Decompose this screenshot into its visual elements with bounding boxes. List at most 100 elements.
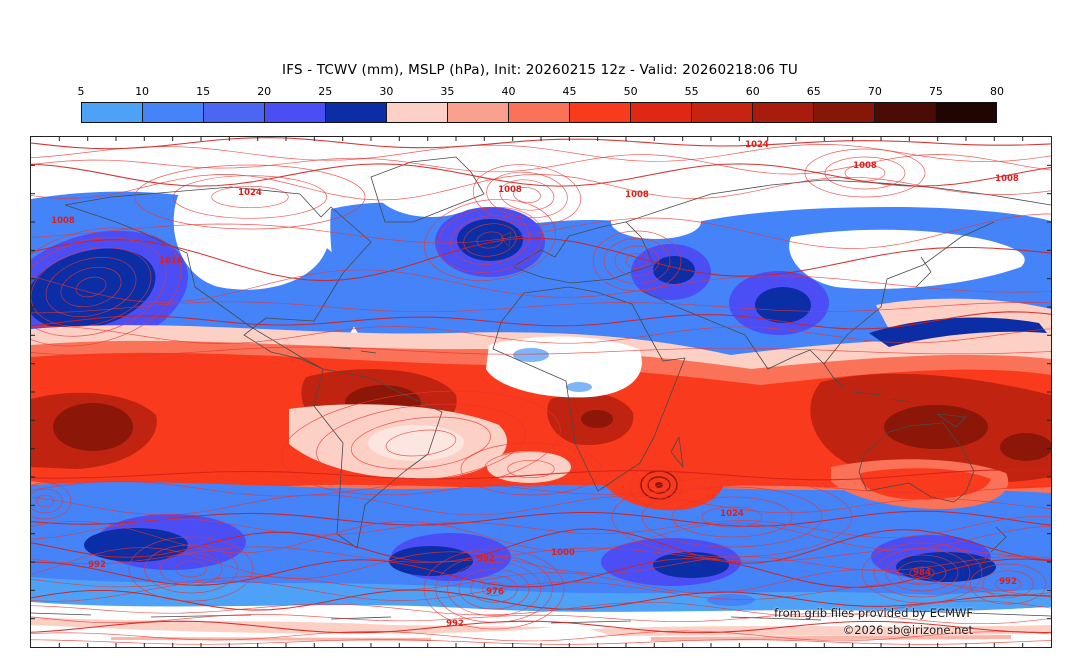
pressure-label: 992: [88, 560, 106, 570]
mslp-isobar: [31, 494, 1051, 516]
mslp-isobar: [31, 546, 1051, 565]
mslp-isobar: [31, 269, 1051, 303]
mslp-isobar-closed: [35, 494, 55, 508]
mslp-isobar-closed: [128, 536, 254, 602]
mslp-isobar-closed: [909, 566, 935, 580]
mslp-isobars: [31, 137, 1051, 645]
mslp-isobar-closed: [281, 390, 561, 496]
colorbar-tick: 35: [440, 85, 455, 98]
mslp-isobar-closed: [969, 563, 1047, 605]
mslp-isobar-closed: [45, 257, 137, 317]
colorbar-tick: 60: [745, 85, 760, 98]
mslp-isobar: [31, 620, 1051, 634]
colorbar-segment: [448, 103, 509, 122]
mslp-isobar-closed: [31, 488, 63, 514]
mslp-isobar: [31, 213, 1051, 249]
mslp-isobar-closed: [470, 575, 518, 603]
colorbar-tick: 65: [806, 85, 821, 98]
mslp-isobar-closed: [472, 164, 582, 226]
attribution-source: from grib files provided by ECMWF: [774, 606, 973, 620]
pressure-label: 976: [486, 587, 504, 597]
mslp-isobar-closed: [60, 266, 122, 308]
mslp-isobar-closed: [437, 207, 543, 273]
mslp-isobar: [31, 510, 1051, 527]
mslp-isobar-closed: [31, 482, 72, 520]
mslp-isobar-closed: [638, 472, 674, 500]
pressure-label: 1024: [238, 188, 262, 198]
mslp-isobar: [31, 163, 1051, 187]
mslp-isobar-closed: [31, 227, 182, 347]
chart-title: IFS - TCWV (mm), MSLP (hPa), Init: 20260…: [282, 62, 798, 78]
mslp-isobar-closed: [646, 478, 666, 494]
colorbar-segment: [387, 103, 448, 122]
mslp-isobar-closed: [424, 198, 556, 282]
mslp-isobar-closed: [897, 560, 947, 586]
mslp-isobar: [31, 326, 1051, 344]
mslp-isobar-closed: [31, 247, 152, 327]
mslp-isobar-closed: [316, 403, 526, 483]
mslp-isobar-closed: [614, 245, 660, 277]
colorbar-segment: [814, 103, 875, 122]
pressure-label: 1008: [853, 161, 877, 171]
colorbar-tick: 80: [990, 85, 1004, 98]
mslp-isobar-closed: [483, 451, 579, 487]
pressure-label: 1008: [995, 174, 1019, 184]
colorbar-tick: 20: [257, 85, 272, 98]
colorbar-scale: [81, 102, 997, 123]
mslp-isobar: [31, 639, 1051, 645]
mslp-isobar-closed: [885, 554, 959, 592]
mslp-isobar-closed: [592, 230, 682, 292]
pressure-label: 992: [999, 577, 1017, 587]
graticule-ticks: [31, 137, 1051, 647]
mslp-isobar-closed: [844, 164, 886, 182]
mslp-isobar-closed: [861, 542, 983, 604]
mslp-pressure-systems: [31, 148, 1047, 630]
mslp-isobar-closed: [446, 561, 542, 617]
colorbar-tick: 50: [623, 85, 638, 98]
world-map-frame: 1024 1008 1016 1024 1008 1008 1008 1008 992 1000 9…: [30, 136, 1052, 648]
mslp-isobar-closed: [460, 442, 602, 496]
mslp-isobar-closed: [435, 555, 553, 623]
mslp-isobar-closed: [350, 416, 492, 470]
mslp-isobar-closed: [172, 175, 328, 219]
pressure-label: 1024: [720, 509, 744, 519]
colorbar-segment: [143, 103, 204, 122]
mslp-isobar-closed: [481, 581, 507, 597]
mslp-isobar: [31, 600, 1051, 617]
pressure-label: 1008: [51, 216, 75, 226]
colorbar-tick: 55: [684, 85, 699, 98]
mslp-isobar: [31, 580, 1051, 602]
colorbar-tick: 25: [318, 85, 333, 98]
pressure-label: 1024: [745, 140, 769, 150]
mslp-isobar-closed: [463, 223, 517, 257]
mslp-isobar-closed: [625, 253, 649, 269]
colorbar-tick: 40: [501, 85, 516, 98]
mslp-isobar-closed: [385, 429, 457, 457]
colorbar-segment: [570, 103, 631, 122]
mslp-isobar-closed: [499, 179, 555, 211]
tcwv-mslp-map: 1024 1008 1016 1024 1008 1008 1008 1008 992 1000 9…: [31, 137, 1051, 647]
colorbar-segment: [509, 103, 570, 122]
colorbar-segment: [936, 103, 996, 122]
colorbar-tick: 10: [135, 85, 150, 98]
mslp-isobar: [31, 612, 1051, 625]
mslp-isobar-closed: [486, 171, 568, 219]
pressure-label: 1016: [159, 256, 183, 266]
mslp-isobar: [31, 346, 1051, 357]
mslp-isobar-closed: [824, 156, 906, 190]
mslp-isobar: [31, 174, 1051, 201]
mslp-isobar-closed: [75, 276, 107, 298]
tcwv-field: [31, 153, 1051, 647]
mslp-isobar-closed: [804, 148, 926, 198]
mslp-isobar-closed: [476, 231, 504, 249]
colorbar: 5 10 15 20 25 30 35 40 45 50 55 60 65 70 75 80: [78, 85, 1004, 123]
mslp-isobar-closed: [994, 576, 1022, 592]
mslp-isobar-closed: [982, 570, 1034, 598]
colorbar-tick: 15: [196, 85, 211, 98]
mslp-isobar: [31, 480, 1051, 497]
mslp-isobar-closed: [159, 552, 223, 586]
colorbar-segment: [692, 103, 753, 122]
mslp-isobar-closed: [513, 187, 541, 203]
colorbar-segment: [326, 103, 387, 122]
mslp-isobar-closed: [423, 548, 565, 630]
